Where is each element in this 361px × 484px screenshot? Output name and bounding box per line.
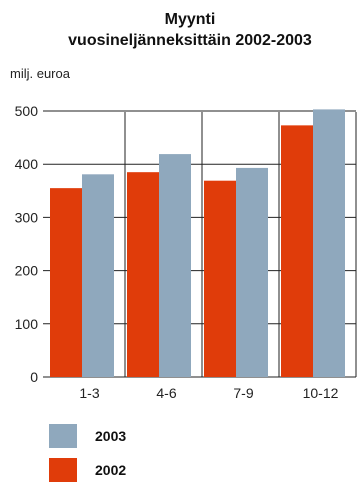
bar-2003-1-3 [82, 174, 114, 377]
legend: 2003 2002 [49, 424, 126, 482]
y-tick-label: 300 [15, 209, 39, 225]
x-tick-label: 4-6 [156, 385, 176, 401]
x-tick-label: 1-3 [79, 385, 99, 401]
bar-2003-4-6 [159, 154, 191, 377]
legend-swatch-2003 [49, 424, 77, 448]
y-tick-label: 100 [15, 316, 39, 332]
bar-2002-10-12 [281, 125, 313, 377]
y-axis-unit-label: milj. euroa [10, 66, 71, 81]
x-tick-label: 10-12 [303, 385, 339, 401]
bars [50, 109, 345, 378]
y-tick-label: 0 [30, 369, 38, 385]
bar-2002-1-3 [50, 188, 82, 377]
y-tick-label: 500 [15, 103, 39, 119]
bar-2002-7-9 [204, 180, 236, 377]
chart-title: Myynti [165, 11, 216, 28]
x-tick-label: 7-9 [233, 385, 253, 401]
legend-swatch-2002 [49, 458, 77, 482]
bar-2002-4-6 [127, 172, 159, 377]
y-tick-label: 200 [15, 263, 39, 279]
legend-label-2003: 2003 [95, 428, 126, 444]
bar-2003-7-9 [236, 167, 268, 377]
bar-2003-10-12 [313, 109, 345, 378]
tick-labels: 0 100 200 300 400 500 1-3 4-6 7-9 10-12 [15, 103, 339, 401]
y-tick-label: 400 [15, 156, 39, 172]
chart-subtitle: vuosineljänneksittäin 2002-2003 [68, 32, 312, 49]
legend-label-2002: 2002 [95, 462, 126, 478]
